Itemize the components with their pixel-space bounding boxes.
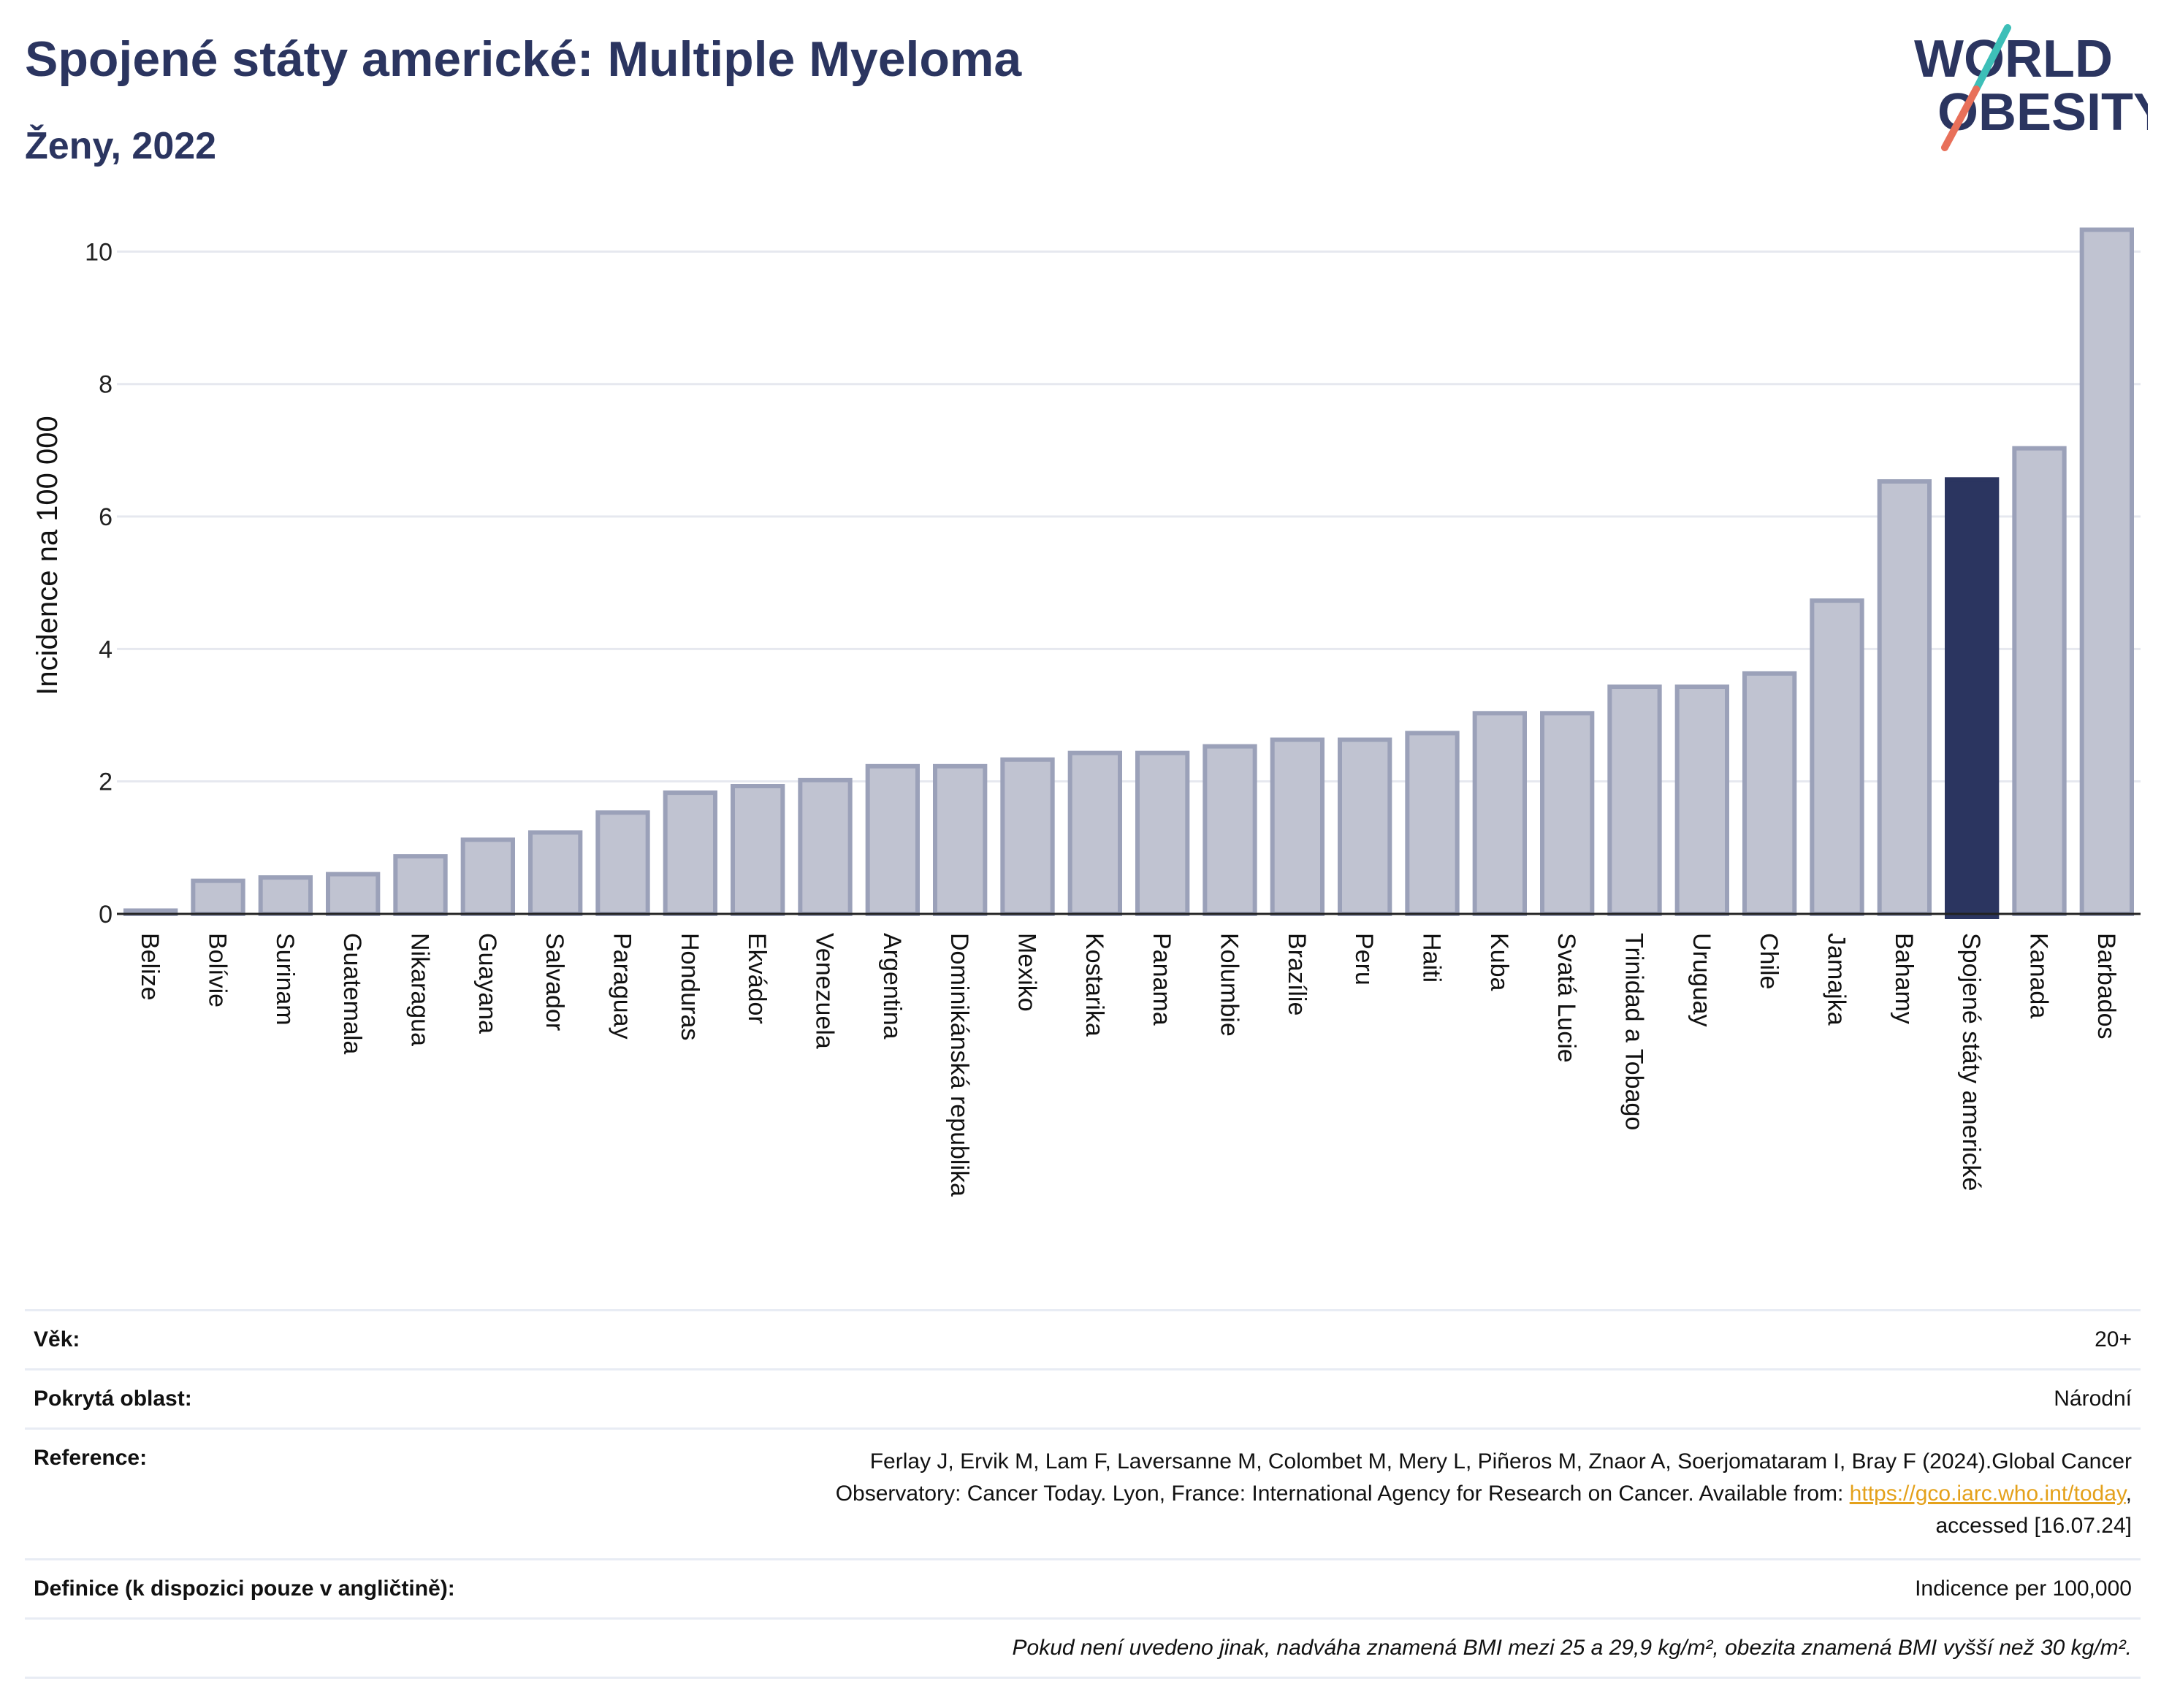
x-tick-label: Kuba — [1485, 933, 1513, 991]
reference-line-2: Observatory: Cancer Today. Lyon, France:… — [835, 1482, 1850, 1506]
bar-brazílie — [1270, 737, 1325, 917]
y-tick-label: 0 — [99, 901, 113, 929]
bar-barbados — [2079, 227, 2134, 917]
x-tick-label: Haiti — [1418, 933, 1446, 983]
meta-key-reference: Reference: — [34, 1446, 148, 1470]
logo-slash-bottom-icon — [1941, 85, 1980, 151]
x-tick-label: Ekvádor — [743, 933, 771, 1024]
x-tick-label: Kostarika — [1080, 933, 1108, 1037]
page-title: Spojené státy americké: Multiple Myeloma — [25, 31, 1022, 87]
bar-kostarika — [1067, 750, 1122, 917]
meta-row-age: Věk: 20+ — [25, 1309, 2141, 1368]
x-tick-label: Brazílie — [1283, 933, 1311, 1015]
y-tick-label: 2 — [99, 769, 113, 796]
bar-panama — [1135, 750, 1190, 917]
bar-argentina — [865, 763, 920, 917]
meta-value-definition: Indicence per 100,000 — [1915, 1577, 2132, 1601]
meta-key-coverage: Pokrytá oblast: — [34, 1387, 192, 1411]
reference-line-1: Ferlay J, Ervik M, Lam F, Laversanne M, … — [869, 1449, 2132, 1473]
meta-row-note: Pokud není uvedeno jinak, nadváha znamen… — [25, 1617, 2141, 1679]
bar-chile — [1742, 671, 1797, 916]
y-tick-label: 10 — [85, 238, 113, 266]
x-tick-label: Kanada — [2025, 933, 2053, 1018]
bar-kolumbie — [1203, 744, 1257, 917]
bar-surinam — [258, 875, 313, 917]
reference-line-2-end: , — [2125, 1482, 2132, 1506]
y-axis-label: Incidence na 100 000 — [31, 416, 64, 695]
x-tick-label: Barbados — [2092, 933, 2120, 1040]
bar-paraguay — [595, 810, 650, 917]
x-tick-label: Trinidad a Tobago — [1620, 933, 1648, 1130]
y-tick-label: 6 — [99, 503, 113, 531]
reference-line-3: accessed [16.07.24] — [1935, 1514, 2132, 1538]
bar-bahamy — [1877, 479, 1932, 916]
x-tick-label: Jamajka — [1823, 933, 1851, 1026]
x-tick-label: Salvador — [541, 933, 568, 1031]
x-tick-label: Peru — [1350, 933, 1378, 985]
meta-key-definition: Definice (k dispozici pouze v angličtině… — [34, 1577, 455, 1601]
x-tick-label: Uruguay — [1688, 933, 1715, 1027]
bar-kuba — [1472, 711, 1527, 917]
x-tick-label: Bahamy — [1890, 933, 1918, 1024]
metadata-table: Věk: 20+ Pokrytá oblast: Národní Referen… — [25, 1309, 2141, 1679]
x-tick-label: Bolívie — [204, 933, 232, 1007]
bar-jamajka — [1810, 598, 1864, 916]
bar-salvador — [528, 830, 583, 917]
bar-guayana — [460, 837, 515, 916]
bar-peru — [1338, 737, 1392, 917]
meta-row-coverage: Pokrytá oblast: Národní — [25, 1368, 2141, 1427]
bar-honduras — [663, 790, 717, 917]
meta-value-age: 20+ — [2095, 1327, 2132, 1351]
meta-key-age: Věk: — [34, 1327, 80, 1351]
x-tick-label: Panama — [1148, 933, 1175, 1026]
page-subtitle: Ženy, 2022 — [25, 125, 217, 167]
world-obesity-logo: WORLD OBESITY — [1914, 24, 2148, 151]
logo-line1: WORLD — [1914, 30, 2113, 88]
bar-haiti — [1405, 731, 1460, 917]
bmi-note: Pokud není uvedeno jinak, nadváha znamen… — [1012, 1636, 2133, 1660]
meta-value-coverage: Národní — [2054, 1387, 2132, 1411]
meta-value-reference: Ferlay J, Ervik M, Lam F, Laversanne M, … — [836, 1446, 2132, 1542]
meta-row-reference: Reference: Ferlay J, Ervik M, Lam F, Lav… — [25, 1427, 2141, 1558]
x-tick-label: Dominikánská republika — [945, 933, 973, 1197]
meta-row-definition: Definice (k dispozici pouze v angličtině… — [25, 1558, 2141, 1617]
x-tick-label: Guatemala — [338, 933, 366, 1054]
bar-guatemala — [326, 872, 381, 916]
x-tick-label: Guayana — [473, 933, 501, 1034]
bar-trinidad-a-tobago — [1607, 685, 1662, 916]
x-tick-label: Nikaragua — [406, 933, 434, 1046]
bars — [123, 227, 2134, 919]
bar-ekvádor — [731, 784, 785, 917]
x-tick-label: Honduras — [676, 933, 704, 1040]
bar-dominikánská-republika — [933, 763, 988, 917]
bar-chart: 0 2 4 6 8 10 Belize Bolívie Surinam Guatemala Nik… — [31, 227, 2141, 1197]
x-tick-label: Svatá Lucie — [1552, 933, 1580, 1063]
x-tick-label: Mexiko — [1013, 933, 1041, 1012]
bar-spojené-státy-americké — [1945, 477, 2000, 919]
x-tick-label: Argentina — [878, 933, 906, 1040]
y-tick-label: 8 — [99, 371, 113, 399]
logo-slash-top-icon — [1973, 24, 2011, 93]
bar-kanada — [2012, 446, 2067, 916]
bar-mexiko — [1000, 757, 1055, 917]
x-axis-tick-labels: Belize Bolívie Surinam Guatemala Nikaragua Gu… — [136, 933, 2120, 1197]
y-axis-ticks: 0 2 4 6 8 10 — [85, 238, 113, 929]
x-tick-label: Venezuela — [811, 933, 839, 1049]
x-tick-label: Spojené státy americké — [1957, 933, 1985, 1191]
bar-uruguay — [1674, 685, 1729, 916]
bar-bolívie — [191, 878, 245, 916]
x-tick-label: Surinam — [271, 933, 299, 1026]
y-tick-label: 4 — [99, 636, 113, 663]
x-tick-label: Paraguay — [609, 933, 636, 1040]
bar-venezuela — [798, 777, 853, 917]
grid-lines — [117, 250, 2141, 783]
x-tick-label: Belize — [136, 933, 164, 1001]
bar-nikaragua — [393, 854, 448, 917]
bar-svatá-lucie — [1540, 711, 1595, 917]
x-tick-label: Kolumbie — [1216, 933, 1243, 1037]
x-tick-label: Chile — [1755, 933, 1783, 989]
reference-link[interactable]: https://gco.iarc.who.int/today — [1849, 1482, 2126, 1506]
